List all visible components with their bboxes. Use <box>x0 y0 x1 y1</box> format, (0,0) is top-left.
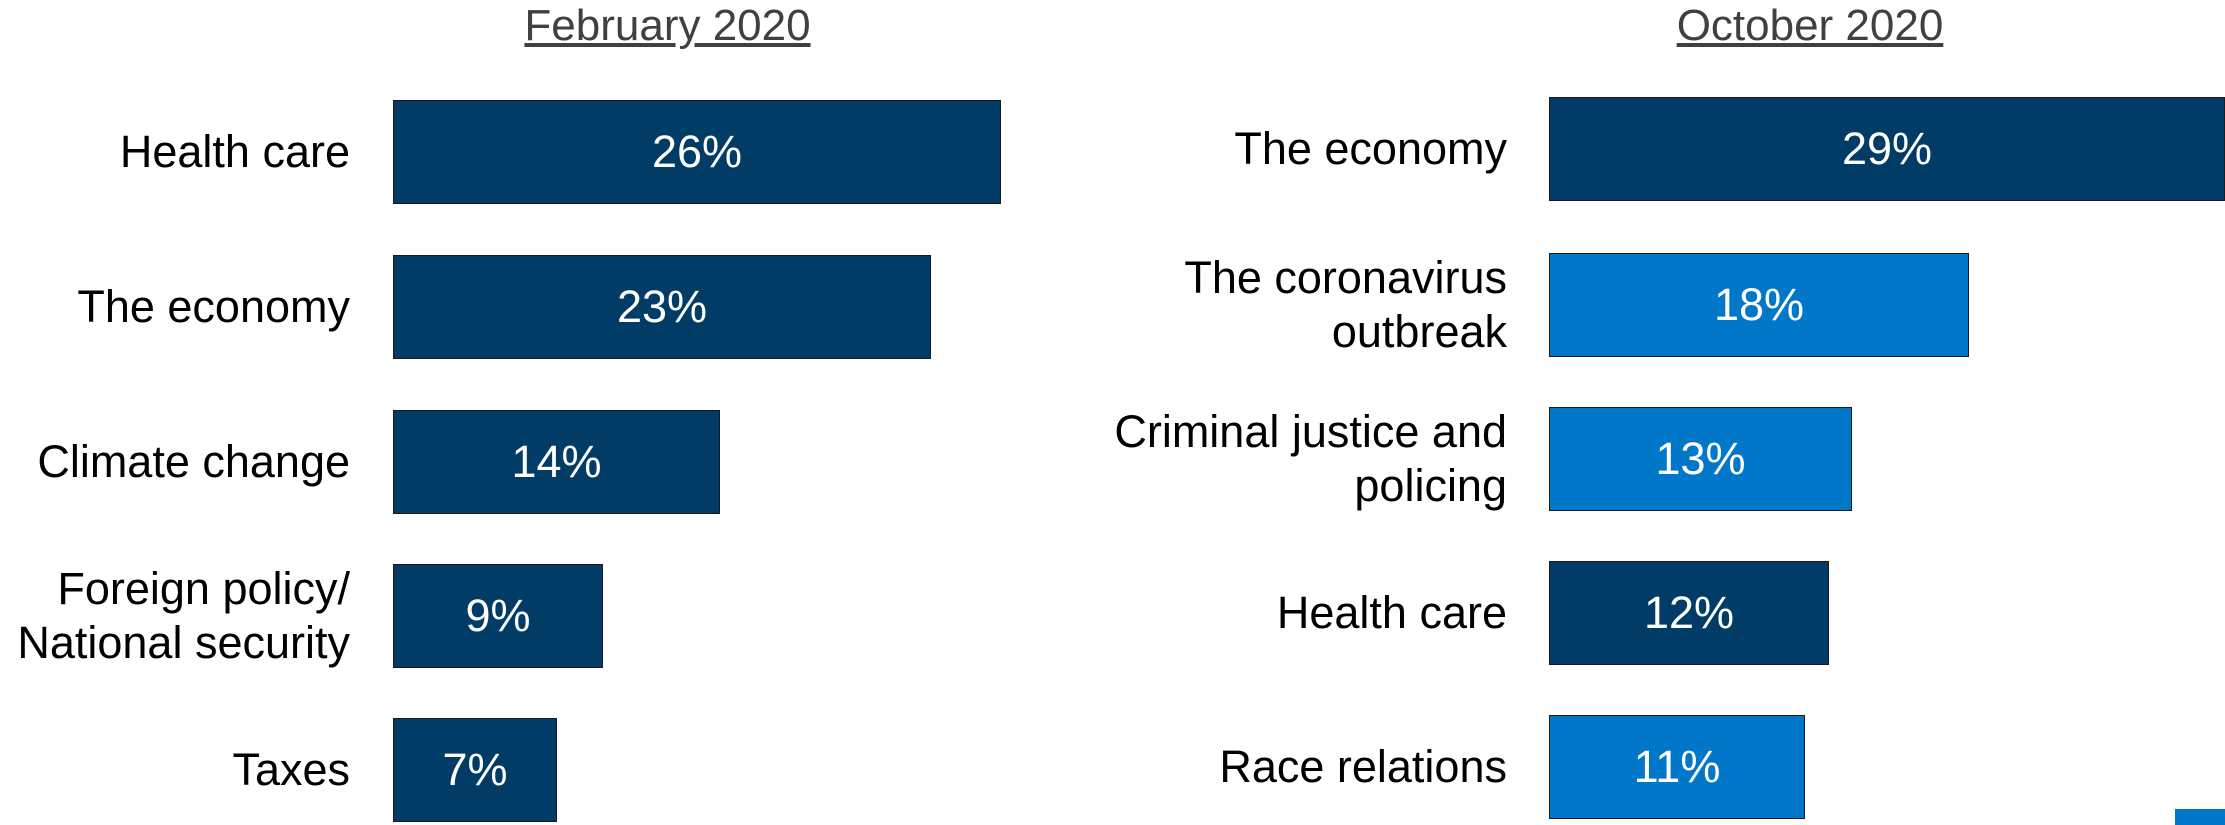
category-label: Foreign policy/National security <box>17 563 350 668</box>
bar-row: Taxes 7% <box>0 718 1080 822</box>
bar-row: Health care 26% <box>0 100 1080 204</box>
category-label: Criminal justice and policing <box>1114 406 1507 511</box>
data-label: 26% <box>651 126 743 177</box>
bar-row: The economy 23% <box>0 255 1080 359</box>
bar: 13% <box>1549 407 1852 511</box>
data-label: 9% <box>465 590 531 641</box>
bar-row: Foreign policy/National security 9% <box>0 563 1080 668</box>
category-label: The economy <box>77 281 350 332</box>
bar-row: Race relations 11% <box>1080 715 2225 819</box>
chart-title: October 2020 <box>1676 1 1944 50</box>
logo-fragment <box>2175 809 2225 825</box>
bar: 7% <box>393 718 557 822</box>
category-label: Race relations <box>1219 741 1507 792</box>
data-label: 11% <box>1633 741 1721 792</box>
category-label: The coronavirus outbreak <box>1184 252 1507 357</box>
chart-february-2020: February 2020 Health care 26% The economy 2… <box>0 0 1080 825</box>
bar-row: Climate change 14% <box>0 410 1080 514</box>
data-label: 23% <box>616 281 708 332</box>
bar: 18% <box>1549 253 1969 357</box>
chart-october-2020: October 2020 The economy 29% The coronavir… <box>1080 0 2225 825</box>
category-label: Climate change <box>37 436 350 487</box>
data-label: 7% <box>442 744 508 795</box>
category-label: Health care <box>1276 587 1507 638</box>
bar: 26% <box>393 100 1001 204</box>
data-label: 18% <box>1713 279 1805 330</box>
data-label: 12% <box>1643 587 1735 638</box>
category-label: Taxes <box>232 744 350 795</box>
chart-title: February 2020 <box>524 1 811 50</box>
category-label: Health care <box>119 126 350 177</box>
bar: 12% <box>1549 561 1829 665</box>
bar: 14% <box>393 410 720 514</box>
bar-row: Criminal justice and policing 13% <box>1080 406 2225 511</box>
data-label: 14% <box>511 436 602 487</box>
bar: 23% <box>393 255 931 359</box>
bar-row: The coronavirus outbreak 18% <box>1080 252 2225 357</box>
data-label: 13% <box>1655 433 1746 484</box>
category-label: The economy <box>1234 123 1507 174</box>
data-label: 29% <box>1841 123 1933 174</box>
bar: 11% <box>1549 715 1805 819</box>
bar-row: Health care 12% <box>1080 561 2225 665</box>
bar: 9% <box>393 564 603 668</box>
bar: 29% <box>1549 97 2225 201</box>
bar-row: The economy 29% <box>1080 97 2225 201</box>
